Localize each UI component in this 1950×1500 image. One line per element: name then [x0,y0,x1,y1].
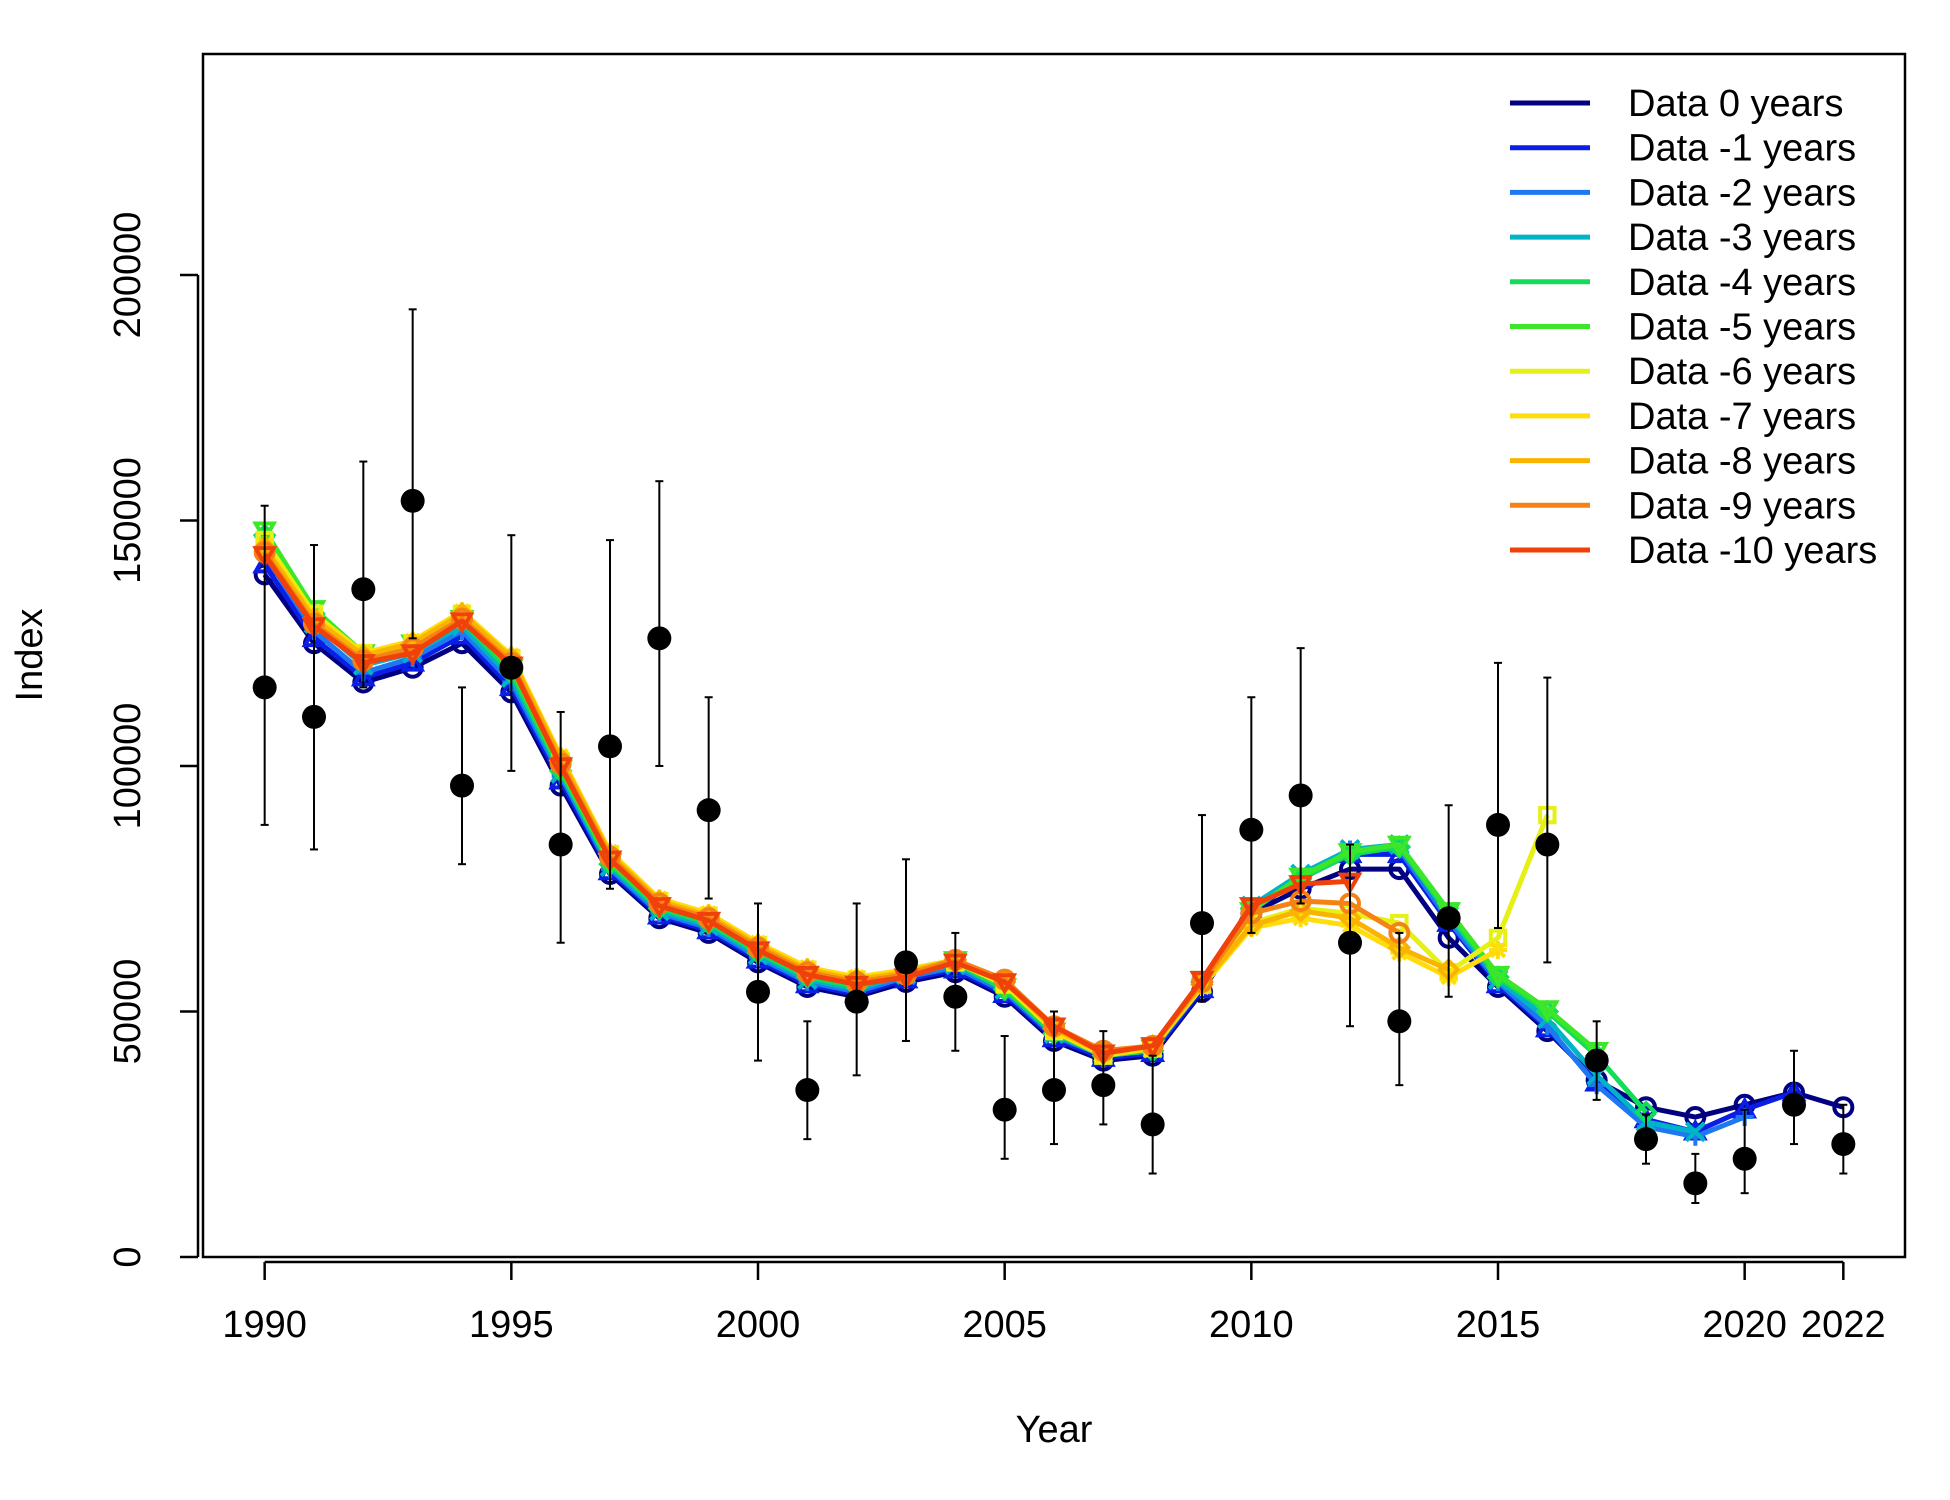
x-axis: 1990 1995 2000 2005 2010 2015 2020 2022 [222,1260,1886,1346]
series-point [449,612,475,635]
series-10 [252,546,1363,1067]
observed-point [1288,783,1313,808]
observed-point [450,773,474,798]
legend-label: Data -3 years [1628,217,1856,259]
legend-label: Data -5 years [1628,307,1856,349]
observed-point [1486,812,1510,837]
observed-group [252,308,1856,1204]
y-axis-label: Index [9,609,51,702]
legend-label: Data -7 years [1628,396,1856,438]
observed-point [1782,1092,1806,1117]
observed-point [1190,911,1214,936]
observed-point [499,655,524,680]
y-tick-label: 200000 [107,212,149,339]
observed-point [1239,817,1264,842]
observed-point [548,832,573,857]
x-tick-label: 2005 [962,1304,1047,1346]
legend-label: Data 0 years [1628,83,1843,125]
legend-item: Data -6 years [1510,351,1856,393]
legend-item: Data -3 years [1510,217,1856,259]
legend-label: Data -9 years [1628,485,1856,527]
observed-point [1042,1078,1066,1103]
series-point [400,644,426,667]
legend-item: Data -7 years [1510,396,1856,438]
x-tick-label: 2022 [1801,1304,1886,1346]
y-tick-label: 50000 [107,959,149,1065]
observed-point [992,1097,1017,1122]
x-axis-label: Year [1016,1409,1093,1451]
legend-item: Data -2 years [1510,172,1856,214]
series-point [1489,941,1507,960]
observed-point [598,734,622,759]
legend-item: Data -4 years [1510,262,1856,304]
series-line [262,553,1351,1056]
observed-point [1338,930,1362,955]
series-point [1684,1121,1706,1143]
observed-point [302,704,326,729]
observed-point [1091,1073,1116,1098]
legend-label: Data -6 years [1628,351,1856,393]
plot-frame [201,52,1907,1259]
legend-item: Data -10 years [1510,530,1877,572]
observed-point [1584,1048,1609,1073]
y-tick-label: 0 [107,1246,149,1267]
x-tick-label: 1990 [222,1304,307,1346]
series-point [992,973,1018,996]
observed-point [795,1078,820,1103]
observed-point [1140,1112,1165,1137]
legend-label: Data -1 years [1628,128,1856,170]
y-tick-label: 150000 [107,457,149,584]
x-tick-label: 2010 [1209,1304,1294,1346]
observed-point [844,989,869,1014]
observed-point [647,626,672,651]
observed-point [696,798,721,823]
x-tick-label: 2000 [716,1304,801,1346]
observed-point [351,577,376,602]
legend-label: Data -2 years [1628,172,1856,214]
legend-item: Data -1 years [1510,128,1856,170]
observed-point [1683,1171,1708,1196]
series-point [1386,835,1412,858]
observed-point [252,675,277,700]
y-tick-label: 100000 [107,703,149,830]
x-tick-label: 2015 [1456,1304,1541,1346]
observed-point [1732,1146,1757,1171]
observed-point [746,979,770,1004]
legend-label: Data -10 years [1628,530,1877,572]
legend-label: Data -8 years [1628,441,1856,483]
series-point [1534,1000,1560,1023]
legend-item: Data -9 years [1510,485,1856,527]
series-point [646,897,672,919]
observed-point [894,950,918,975]
x-tick-label: 1995 [469,1304,554,1346]
observed-point [1634,1127,1658,1152]
legend-label: Data -4 years [1628,262,1856,304]
series-point [696,911,722,934]
legend-item: Data -8 years [1510,441,1856,483]
observed-point [1831,1132,1856,1157]
observed-point [1535,832,1560,857]
legend-item: Data 0 years [1510,83,1843,125]
observed-point [943,984,968,1009]
observed-point [1436,906,1461,931]
series-point [1485,965,1511,988]
y-axis: 0 50000 100000 150000 200000 [107,212,200,1268]
legend-item: Data -5 years [1510,307,1856,349]
observed-point [1387,1009,1412,1034]
observed-point [400,488,425,513]
x-tick-label: 2020 [1702,1304,1787,1346]
series-point [794,965,820,988]
series-point [1140,1037,1166,1059]
